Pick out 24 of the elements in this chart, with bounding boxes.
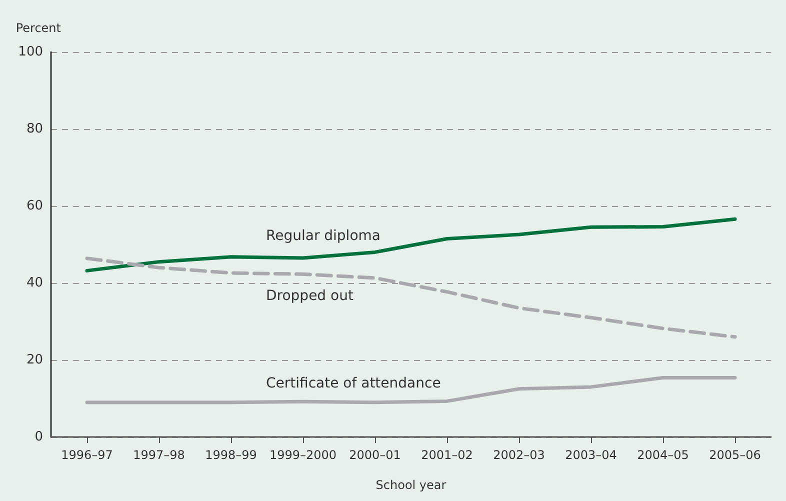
series-label: Certificate of attendance: [266, 376, 441, 392]
series-label: Regular diploma: [266, 228, 380, 244]
series-label: Dropped out: [266, 288, 354, 304]
y-tick-label: 0: [34, 430, 43, 444]
x-tick-label: 2004–05: [637, 448, 689, 462]
y-tick-label: 20: [26, 352, 43, 368]
x-tick-label: 1997–98: [133, 448, 185, 462]
x-tick-label: 1999–2000: [269, 448, 337, 462]
x-tick-label: 2000–01: [349, 448, 401, 462]
y-tick-label: 60: [26, 198, 43, 214]
x-tick-label: 2003–04: [565, 448, 617, 462]
x-tick-label: 1996–97: [61, 448, 113, 462]
line-series: [85, 256, 737, 339]
x-axis-title: School year: [376, 478, 446, 492]
x-tick-label: 2001–02: [421, 448, 473, 462]
line-series: [85, 217, 737, 272]
x-tick-label: 2005–06: [709, 448, 761, 462]
line-series: [85, 376, 737, 404]
y-tick-label: 100: [18, 44, 43, 60]
y-tick-label: 80: [26, 122, 43, 136]
x-tick-label: 2002–03: [493, 448, 545, 462]
x-tick-label: 1998–99: [205, 448, 257, 462]
y-tick-label: 40: [26, 276, 43, 290]
y-axis-title: Percent: [16, 21, 62, 35]
